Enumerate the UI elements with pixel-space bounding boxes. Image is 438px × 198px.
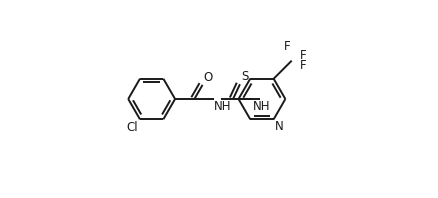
Text: O: O: [204, 71, 213, 84]
Text: Cl: Cl: [127, 121, 138, 134]
Text: NH: NH: [253, 100, 271, 113]
Text: F: F: [300, 49, 306, 62]
Text: NH: NH: [214, 100, 232, 113]
Text: F: F: [300, 59, 306, 72]
Text: S: S: [241, 70, 248, 83]
Text: F: F: [283, 40, 290, 53]
Text: N: N: [275, 120, 283, 133]
